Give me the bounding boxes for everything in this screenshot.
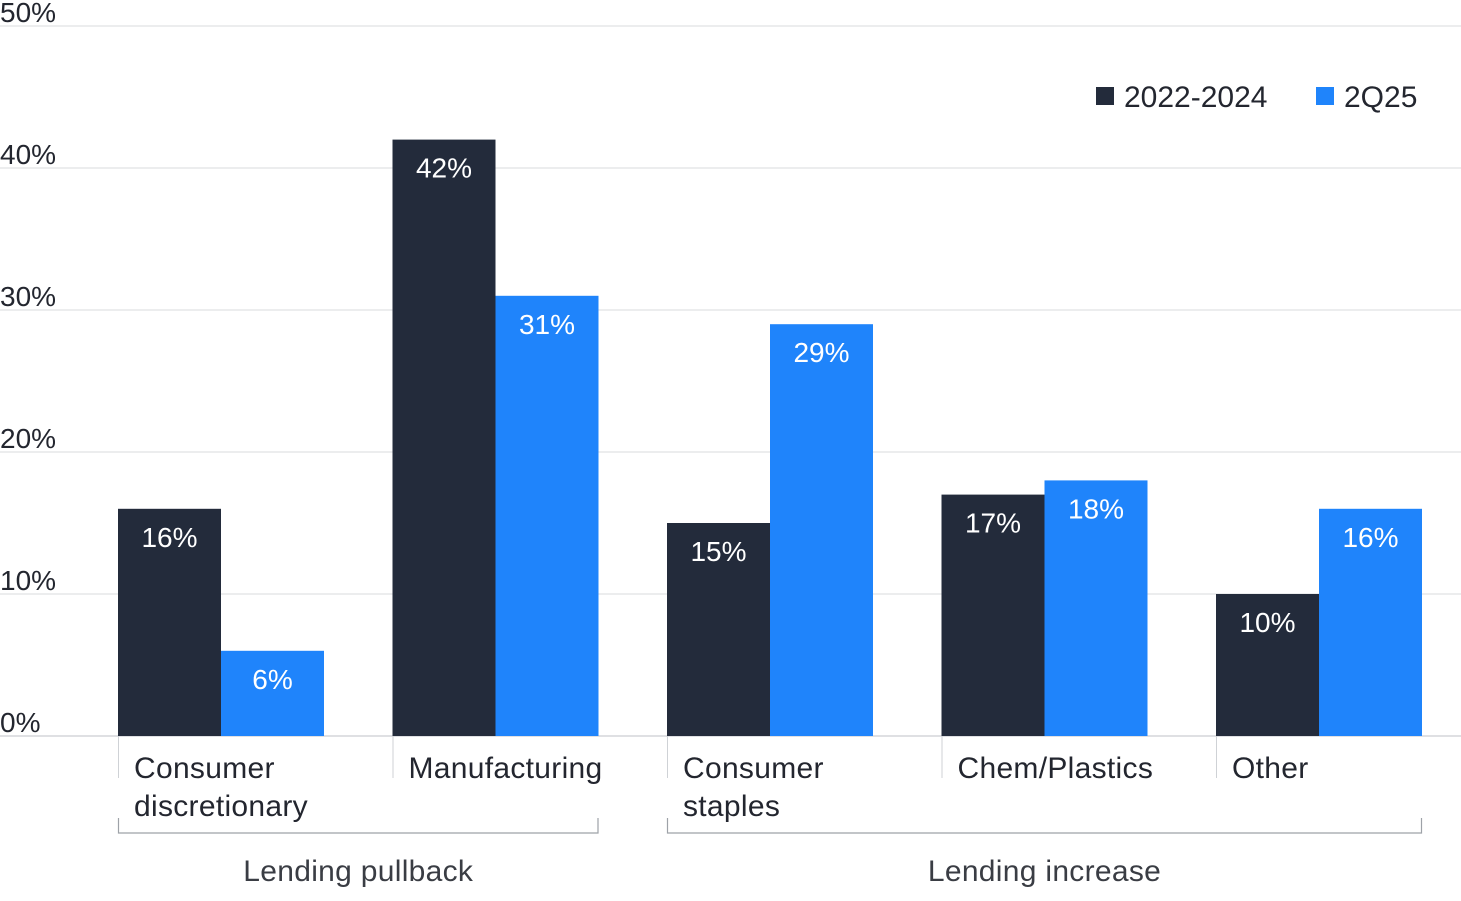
category-label: Other (1232, 752, 1309, 785)
data-label: 6% (252, 664, 292, 695)
data-label: 31% (519, 309, 575, 340)
data-label: 16% (141, 522, 197, 553)
y-tick-label: 40% (0, 139, 56, 170)
y-tick-label: 20% (0, 423, 56, 454)
category-label: Chem/Plastics (958, 752, 1154, 785)
data-label: 29% (793, 337, 849, 368)
bar (941, 494, 1045, 736)
category-separators (118, 736, 1217, 778)
y-tick-label: 50% (0, 0, 56, 28)
group-label: Lending increase (928, 855, 1161, 888)
y-tick-label: 0% (0, 707, 40, 738)
group-brackets: Lending pullback Lending increase (117, 818, 1423, 888)
category-label: Consumer staples (683, 752, 824, 823)
bar (221, 650, 324, 736)
data-labels: 16% 6% 42% 31% 15% 29% 17% 18% 10% 16% (141, 153, 1398, 695)
bar (770, 324, 873, 736)
bar (1216, 594, 1319, 736)
legend: 2022-2024 2Q25 (1096, 81, 1417, 114)
bar (1044, 480, 1148, 736)
group-bracket (117, 818, 599, 834)
category-label: Manufacturing (409, 752, 603, 785)
bars (118, 139, 1422, 737)
data-label: 18% (1068, 493, 1124, 524)
category-label: Consumer discretionary (134, 752, 308, 823)
legend-label: 2022-2024 (1124, 81, 1267, 114)
bar (667, 523, 770, 736)
y-tick-label: 10% (0, 565, 56, 596)
group-label: Lending pullback (243, 855, 474, 888)
data-label: 10% (1239, 607, 1295, 638)
y-axis-tick-labels: 0% 10% 20% 30% 40% 50% (0, 0, 56, 738)
data-label: 15% (690, 536, 746, 567)
bar (1319, 508, 1422, 736)
bar (392, 139, 496, 737)
data-label: 42% (416, 153, 472, 184)
y-tick-label: 30% (0, 281, 56, 312)
category-labels: Consumer discretionary Manufacturing Consum… (134, 752, 1309, 823)
data-label: 16% (1342, 522, 1398, 553)
group-bracket (666, 818, 1423, 834)
bar (495, 295, 599, 736)
legend-swatch (1316, 87, 1334, 105)
legend-label: 2Q25 (1344, 81, 1417, 114)
data-label: 17% (965, 508, 1021, 539)
bar (118, 508, 221, 736)
legend-swatch (1096, 87, 1114, 105)
